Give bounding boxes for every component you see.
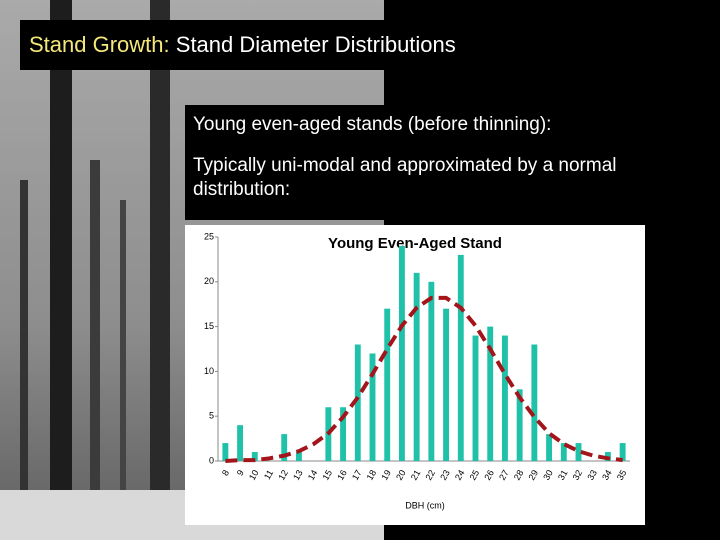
bar	[295, 452, 302, 461]
x-tick-label: 21	[409, 468, 423, 482]
x-tick-label: 18	[365, 468, 379, 482]
bar	[369, 353, 376, 461]
text-line: Young even-aged stands (before thinning)…	[193, 114, 552, 135]
x-tick-label: 12	[276, 468, 290, 482]
x-tick-label: 13	[291, 468, 305, 482]
x-tick-label: 24	[453, 468, 467, 482]
x-tick-label: 28	[512, 468, 526, 482]
bar	[546, 434, 553, 461]
y-tick-label: 25	[204, 231, 214, 241]
bar	[472, 335, 479, 461]
bar	[443, 308, 450, 461]
bar	[398, 245, 405, 461]
x-tick-label: 25	[468, 468, 482, 482]
x-tick-label: 32	[571, 468, 585, 482]
bar	[354, 344, 361, 461]
x-tick-label: 31	[556, 468, 570, 482]
bar	[281, 434, 288, 461]
x-tick-label: 23	[438, 468, 452, 482]
title: Stand Diameter Distributions	[175, 32, 456, 57]
x-tick-label: 30	[541, 468, 555, 482]
bar	[251, 452, 258, 461]
y-tick-label: 0	[209, 455, 214, 465]
x-tick-label: 17	[350, 468, 364, 482]
chart-title: Young Even-Aged Stand	[328, 235, 502, 252]
y-tick-label: 15	[204, 321, 214, 331]
title-prefix: Stand Growth:	[29, 32, 170, 57]
bar	[575, 443, 582, 461]
bar	[501, 335, 508, 461]
bar	[560, 443, 567, 461]
bar	[619, 443, 626, 461]
bar	[428, 281, 435, 461]
x-tick-label: 19	[379, 468, 393, 482]
y-tick-label: 20	[204, 276, 214, 286]
x-tick-label: 14	[306, 468, 320, 482]
fitted-curve	[225, 295, 623, 463]
text-line: Typically uni-modal and approximated by …	[193, 155, 617, 200]
x-tick-label: 10	[247, 468, 261, 482]
bar	[487, 326, 494, 461]
bar	[531, 344, 538, 461]
chart: Young Even-Aged Stand DBH (cm) 051015202…	[185, 225, 645, 525]
text-box: Young even-aged stands (before thinning)…	[185, 105, 655, 220]
x-tick-label: 16	[335, 468, 349, 482]
x-axis-label: DBH (cm)	[405, 500, 445, 510]
bar	[237, 425, 244, 461]
bar	[516, 389, 523, 461]
x-tick-label: 33	[585, 468, 599, 482]
x-tick-label: 20	[394, 468, 408, 482]
x-tick-label: 26	[482, 468, 496, 482]
x-tick-label: 35	[615, 468, 629, 482]
x-tick-label: 15	[320, 468, 334, 482]
title-box: Stand Growth: Stand Diameter Distributio…	[20, 20, 456, 70]
bar	[222, 443, 229, 461]
x-tick-label: 11	[262, 468, 275, 481]
y-tick-label: 10	[204, 366, 214, 376]
x-tick-label: 22	[423, 468, 437, 482]
y-tick-label: 5	[209, 411, 214, 421]
x-tick-label: 29	[526, 468, 540, 482]
x-tick-label: 34	[600, 468, 614, 482]
bar	[457, 254, 464, 461]
x-tick-label: 9	[235, 468, 246, 477]
bar	[384, 308, 391, 461]
bar	[413, 272, 420, 461]
bar	[340, 407, 347, 461]
x-tick-label: 8	[220, 468, 231, 477]
x-tick-label: 27	[497, 468, 511, 482]
